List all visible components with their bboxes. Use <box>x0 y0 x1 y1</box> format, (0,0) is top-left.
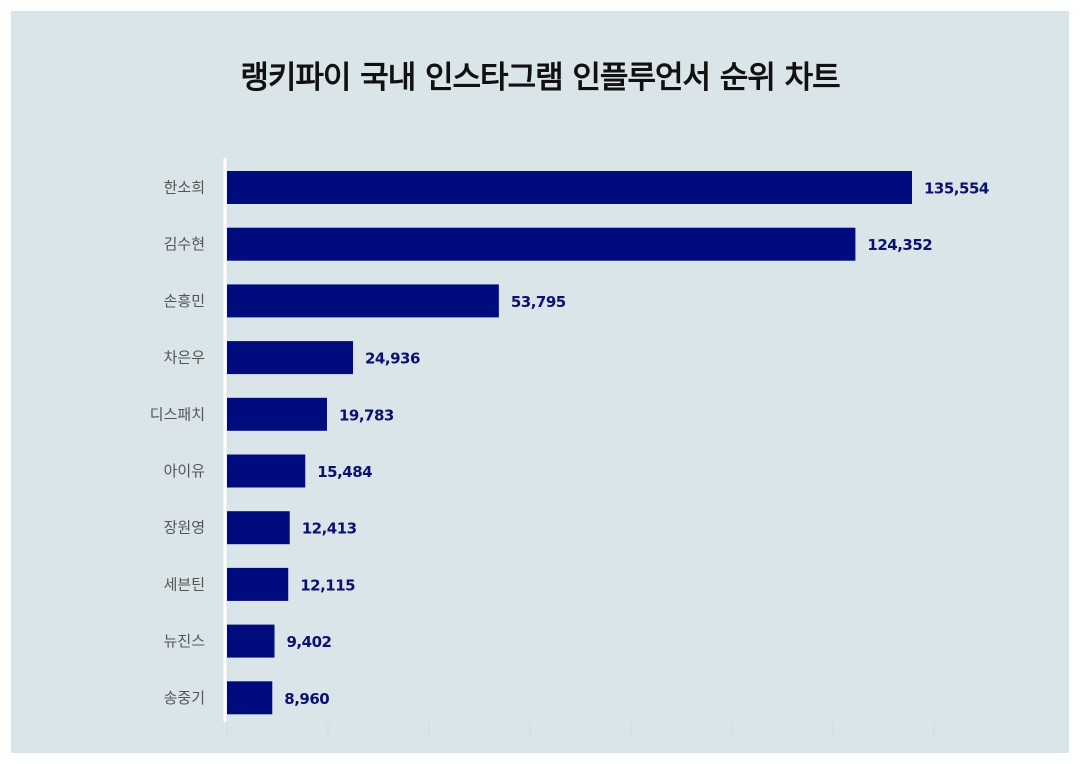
bar-3 <box>227 284 499 318</box>
value-label: 24,936 <box>365 350 420 368</box>
bar-5 <box>227 397 327 431</box>
category-label: 차은우 <box>164 349 206 367</box>
category-label: 세븐틴 <box>164 575 205 593</box>
category-label: 송중기 <box>164 689 205 707</box>
category-label: 김수현 <box>164 235 205 253</box>
value-label: 124,352 <box>867 236 932 254</box>
category-label: 장원영 <box>164 519 205 537</box>
category-label: 뉴진스 <box>164 632 206 650</box>
bar-7 <box>227 511 290 545</box>
chart-title: 랭키파이 국내 인스타그램 인플루언서 순위 차트 <box>240 60 840 96</box>
category-label: 손흥민 <box>164 292 205 310</box>
value-label: 53,795 <box>511 293 566 311</box>
bar-10 <box>227 681 273 715</box>
value-label: 8,960 <box>284 690 329 708</box>
value-label: 135,554 <box>924 180 989 198</box>
value-label: 12,115 <box>300 576 355 594</box>
bar-6 <box>227 454 306 488</box>
bar-1 <box>227 171 912 204</box>
value-label: 12,413 <box>302 520 357 538</box>
bar-4 <box>227 341 354 375</box>
bar-8 <box>227 567 289 601</box>
category-label: 디스패치 <box>150 405 205 423</box>
bar-9 <box>227 624 275 658</box>
bar-2 <box>227 227 856 261</box>
value-label: 9,402 <box>287 633 332 651</box>
category-label: 아이유 <box>164 462 206 480</box>
chart-background <box>11 11 1069 753</box>
value-label: 15,484 <box>317 463 372 481</box>
category-label: 한소희 <box>164 179 205 197</box>
value-label: 19,783 <box>339 406 394 424</box>
